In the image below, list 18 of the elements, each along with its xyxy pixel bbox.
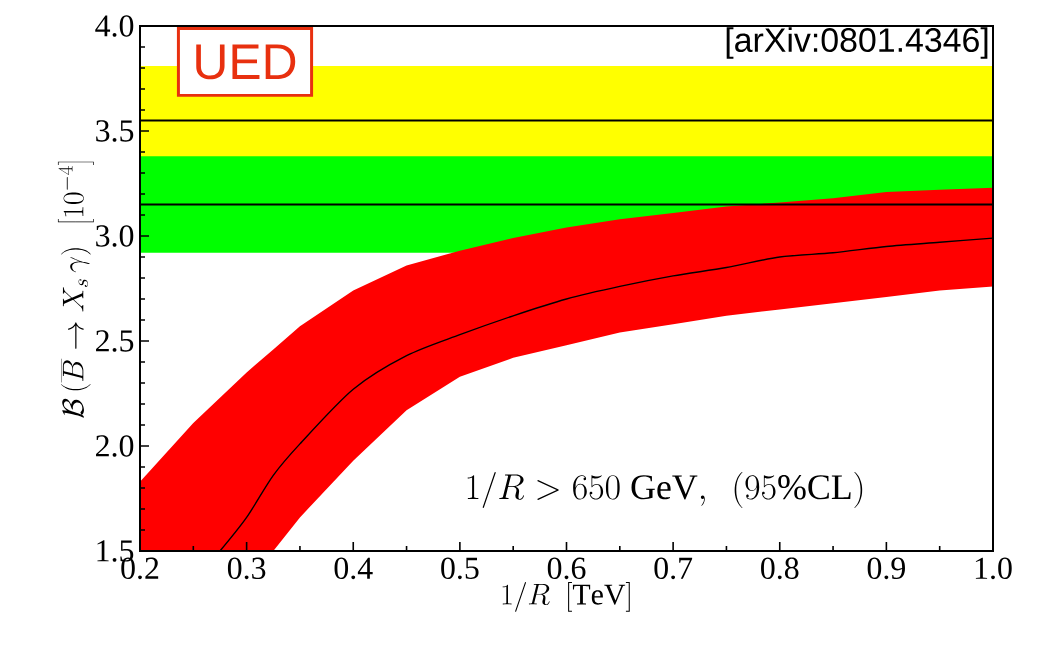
x-tick-label: 0.8 xyxy=(761,557,799,580)
y-tick-label: 3.0 xyxy=(96,225,134,247)
y-tick-label: 4.0 xyxy=(95,15,134,37)
x-tick-label: 0.4 xyxy=(334,557,373,580)
x-tick-label: 0.7 xyxy=(654,557,693,580)
y-tick-label: 3.5 xyxy=(96,120,134,142)
annotation: UED xyxy=(196,44,296,80)
x-tick-label: 1.0 xyxy=(975,557,1012,580)
x-tick-label: 0.3 xyxy=(227,557,266,580)
x-tick-label: 0.6 xyxy=(547,557,586,580)
x-tick-label: 0.5 xyxy=(441,557,479,580)
x-tick-label: 0.9 xyxy=(867,557,905,580)
annotation: [arXiv:0801.4346] xyxy=(726,27,988,59)
y-tick-label: 2.0 xyxy=(96,435,134,457)
y-tick-label: 2.5 xyxy=(96,330,134,352)
y-axis-title: $\mathcal{B}\left(\overline{B}\to X_s\,\gamma\right)\ \ \left[10^{-4}\right]$ xyxy=(57,161,94,418)
x-axis-title: $1/R\ \ [\mathrm{TeV}]$ xyxy=(502,582,630,612)
annotation: $1/R > 650\ \mathrm{GeV},\ \ (95\%\mathrm{CL})$ xyxy=(467,472,863,508)
